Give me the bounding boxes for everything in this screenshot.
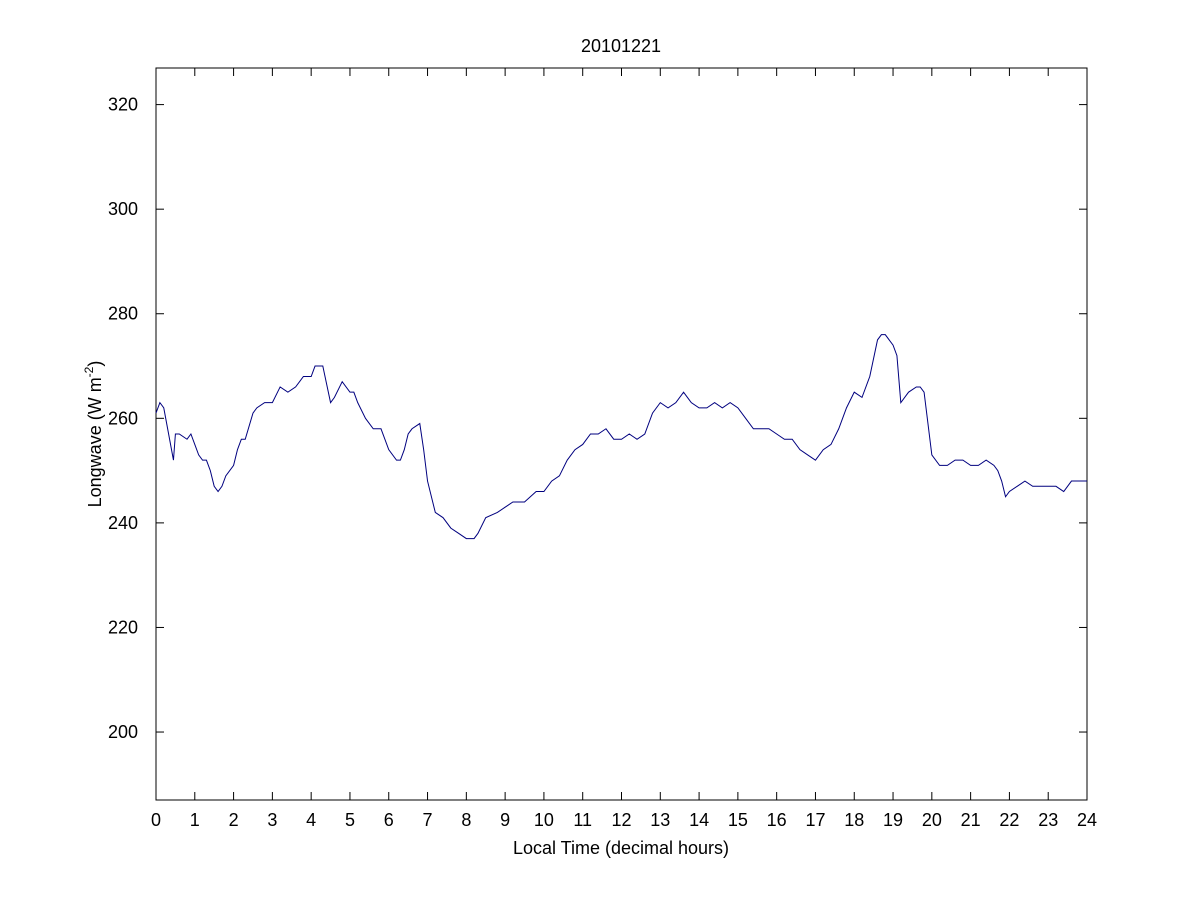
y-tick-label: 280	[108, 304, 138, 324]
x-tick-label: 14	[689, 810, 709, 830]
x-tick-label: 6	[384, 810, 394, 830]
x-tick-label: 0	[151, 810, 161, 830]
y-axis-label-main: Longwave (W m	[85, 377, 105, 507]
x-tick-label: 10	[534, 810, 554, 830]
y-tick-label: 260	[108, 408, 138, 428]
x-tick-label: 24	[1077, 810, 1097, 830]
x-tick-label: 8	[461, 810, 471, 830]
x-tick-label: 2	[229, 810, 239, 830]
x-tick-label: 12	[611, 810, 631, 830]
x-tick-label: 1	[190, 810, 200, 830]
chart-title: 20101221	[581, 36, 661, 56]
x-axis-label: Local Time (decimal hours)	[513, 838, 729, 858]
y-tick-label: 240	[108, 513, 138, 533]
y-tick-label: 220	[108, 617, 138, 637]
x-axis-ticks: 0 1 2 3 4 5 6 7 8 9 10 11 12 13 14 15 16 17 18 19 20 21 22 23 24	[151, 68, 1097, 830]
y-axis-label-sup: -2	[82, 366, 96, 377]
x-tick-label: 17	[805, 810, 825, 830]
x-tick-label: 13	[650, 810, 670, 830]
x-tick-label: 9	[500, 810, 510, 830]
x-tick-label: 11	[573, 810, 592, 830]
x-tick-label: 3	[267, 810, 277, 830]
y-axis-label: Longwave (W m-2)	[82, 361, 105, 508]
x-tick-label: 20	[922, 810, 942, 830]
y-tick-label: 320	[108, 95, 138, 115]
y-tick-label: 300	[108, 199, 138, 219]
x-tick-label: 21	[961, 810, 981, 830]
y-tick-label: 200	[108, 722, 138, 742]
x-tick-label: 22	[999, 810, 1019, 830]
axes-box	[155, 67, 1088, 801]
x-tick-label: 5	[345, 810, 355, 830]
x-tick-label: 23	[1038, 810, 1058, 830]
x-tick-label: 16	[767, 810, 787, 830]
x-tick-label: 7	[423, 810, 433, 830]
series-line	[155, 334, 1087, 540]
y-axis-ticks: 200 220 240 260 280 300 320	[108, 95, 1087, 742]
y-axis-label-close: )	[85, 361, 105, 367]
x-tick-label: 19	[883, 810, 903, 830]
x-tick-label: 18	[844, 810, 864, 830]
x-tick-label: 4	[306, 810, 316, 830]
x-tick-label: 15	[728, 810, 748, 830]
